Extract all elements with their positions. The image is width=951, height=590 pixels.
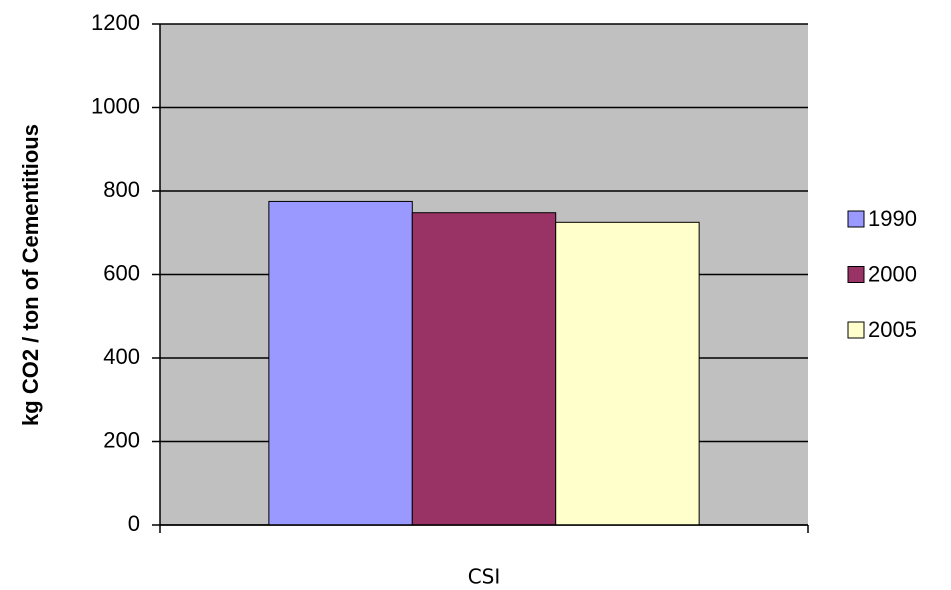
- y-tick-label: 800: [103, 177, 140, 202]
- legend-swatch: [847, 210, 865, 228]
- y-tick-label: 1000: [91, 93, 140, 118]
- bar: [411, 212, 557, 526]
- y-tick-label: 200: [103, 427, 140, 452]
- legend-label: 1990: [868, 206, 917, 231]
- legend-label: 2000: [868, 261, 917, 286]
- y-axis-label: kg CO2 / ton of Cementitious: [18, 124, 43, 426]
- y-tick-label: 1200: [91, 10, 140, 35]
- x-axis-label: CSI: [468, 565, 501, 589]
- legend-label: 2005: [868, 317, 917, 342]
- legend-swatch: [847, 321, 865, 339]
- y-tick-label: 600: [103, 260, 140, 285]
- legend-swatch: [847, 266, 865, 283]
- y-tick-label: 400: [103, 344, 140, 369]
- bar: [268, 200, 413, 526]
- bar: [555, 221, 700, 526]
- y-tick-label: 0: [128, 511, 140, 536]
